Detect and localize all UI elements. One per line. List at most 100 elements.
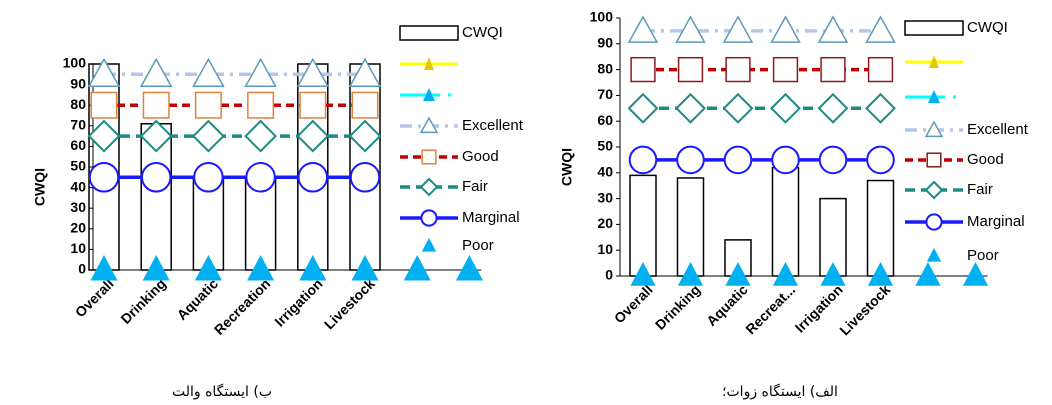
legend-marker [424,57,434,70]
marker [351,255,379,281]
marker [87,119,121,153]
marker [142,255,170,281]
marker [296,119,330,153]
y-tick-label: 40 [597,164,613,180]
legend-label: Fair [967,181,993,198]
y-tick-label: 70 [597,86,613,102]
marker [90,255,118,281]
bar [676,177,705,277]
marker [925,213,943,231]
marker [419,116,439,134]
bar [771,166,800,277]
marker [865,15,896,43]
x-tick-label: Aquatic [174,275,222,323]
y-tick-label: 0 [605,267,613,283]
marker [770,92,801,124]
marker [627,15,659,43]
y-tick-label: 70 [70,117,86,133]
y-tick-label: 100 [590,9,614,25]
marker [818,145,848,175]
marker [867,56,894,83]
caption: ب) ایستگاه والت [172,383,272,400]
marker [140,162,172,193]
y-tick-label: 30 [70,199,86,215]
marker [723,145,753,175]
legend-label: Excellent [462,117,524,134]
x-tick-label: Aquatic [703,281,751,329]
y-tick-label: 10 [70,240,86,256]
marker [192,57,225,88]
legend-label: Excellent [967,121,1029,138]
marker [194,91,222,119]
legend-label: Good [462,148,499,165]
marker [420,209,438,227]
marker [247,91,275,119]
marker [772,262,799,286]
x-tick-label: Recreat... [742,281,798,337]
marker [403,255,431,281]
marker [820,56,846,83]
marker [627,92,659,124]
marker [348,119,382,153]
marker [962,262,989,286]
x-tick-label: Recreation [211,275,273,337]
marker [139,57,173,88]
marker [722,92,754,124]
x-tick-label: Overall [72,275,117,320]
marker [247,255,275,281]
marker [772,56,799,83]
marker [87,57,121,88]
marker [194,255,222,281]
x-tick-label: Livestock [321,275,378,332]
legend-label: Good [967,151,1004,168]
marker [725,56,751,83]
marker [297,162,329,193]
marker [299,255,327,281]
marker [296,57,330,88]
marker [245,162,276,193]
bar [866,179,895,277]
marker [349,162,381,193]
legend-label: Poor [967,247,999,264]
marker [348,57,382,88]
legend-label: CWQI [462,24,503,41]
x-tick-label: Irrigation [271,275,325,329]
marker [817,15,849,43]
marker [867,262,894,286]
y-axis-label: CWQI [559,148,575,186]
marker [915,262,941,286]
marker [90,91,118,119]
marker [630,262,656,286]
x-tick-label: Drinking [117,275,168,326]
marker [817,92,849,124]
marker [677,262,704,286]
marker [191,119,225,153]
y-tick-label: 60 [70,137,86,153]
marker [771,145,800,175]
marker [88,162,120,193]
y-tick-label: 20 [70,220,86,236]
x-tick-label: Overall [611,281,656,326]
marker [244,57,277,88]
legend-label: Poor [462,237,494,254]
marker [926,152,942,168]
marker [142,91,170,119]
legend-label: CWQI [967,19,1008,36]
y-tick-label: 80 [70,96,86,112]
legend-label: Marginal [462,209,520,226]
marker [722,15,754,43]
y-tick-label: 90 [70,75,86,91]
y-axis-label: CWQI [32,168,48,206]
marker [924,180,944,200]
y-tick-label: 30 [597,189,613,205]
marker [421,149,437,165]
x-tick-label: Livestock [836,281,893,338]
y-tick-label: 10 [597,241,613,257]
y-tick-label: 0 [78,261,86,277]
marker [628,145,658,175]
marker [677,56,704,83]
legend-marker [928,90,940,103]
marker [139,119,173,153]
x-tick-label: Drinking [652,281,703,332]
